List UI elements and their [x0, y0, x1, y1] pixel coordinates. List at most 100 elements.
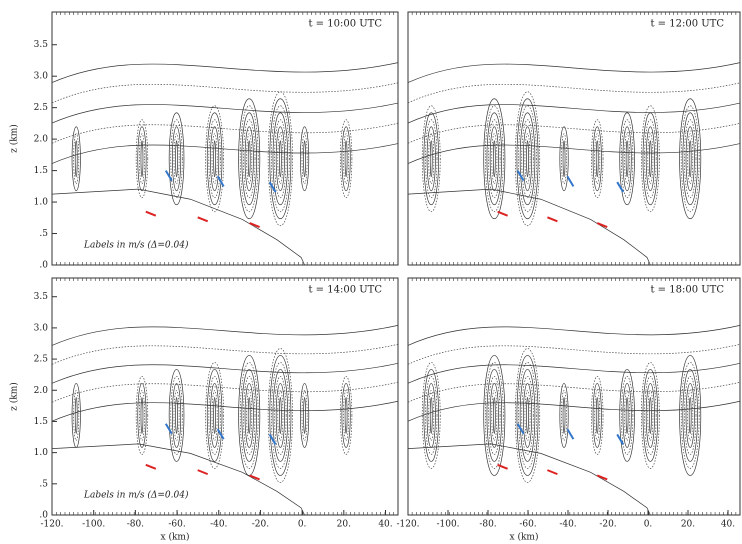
y-tick-label: 2.0 [34, 135, 49, 145]
contour [426, 126, 436, 192]
contour [344, 397, 348, 434]
contour [210, 383, 220, 448]
y-tick-label: 2.5 [34, 355, 49, 365]
red-arrow [596, 474, 608, 481]
x-tick-label: 20. [681, 520, 695, 530]
x-tick-label: -60. [168, 520, 185, 530]
contour [622, 383, 632, 448]
x-tick-label: -100. [436, 520, 459, 530]
contour [173, 390, 180, 441]
contour [51, 400, 399, 422]
contour [489, 126, 499, 192]
contour [426, 383, 436, 448]
y-tick-label: 2.5 [34, 103, 49, 113]
contour [51, 122, 399, 144]
contour [407, 381, 741, 403]
contour [241, 369, 257, 462]
contour [238, 355, 261, 476]
contour [524, 390, 531, 441]
contour [559, 126, 569, 192]
contour [170, 376, 183, 455]
panel-title: t = 12:00 UTC [650, 19, 724, 30]
x-axis-label: x (km) [510, 532, 539, 543]
contour [526, 397, 529, 434]
blue-arrow [164, 170, 173, 182]
y-tick-label: 3.5 [34, 292, 49, 302]
y-axis-label: z (km) [9, 124, 20, 153]
contour [561, 133, 567, 185]
contour [407, 344, 741, 365]
x-tick-label: -60. [519, 520, 536, 530]
contour [267, 348, 293, 483]
contour [339, 119, 353, 199]
x-tick-label: -80. [479, 520, 496, 530]
contour [205, 105, 224, 213]
x-tick-label: 0. [644, 520, 653, 530]
x-tick-label: -40. [210, 520, 227, 530]
contour [491, 390, 498, 441]
contour [620, 119, 634, 199]
contour [680, 362, 700, 469]
blue-arrow [268, 433, 277, 445]
x-tick-label: -100. [82, 520, 105, 530]
contour [649, 140, 652, 178]
contour [239, 362, 259, 469]
contour [521, 376, 534, 455]
contour [680, 105, 700, 213]
contour [271, 362, 290, 469]
contour [303, 140, 306, 178]
contour [423, 369, 439, 462]
annotation: Labels in m/s (Δ=0.04) [83, 240, 189, 251]
contour [641, 362, 660, 469]
contour [51, 325, 399, 346]
contour [205, 362, 224, 469]
contour [687, 390, 694, 441]
contour [407, 362, 741, 384]
contour [239, 105, 259, 213]
red-arrow [497, 463, 508, 470]
contour [421, 105, 441, 213]
contour [71, 383, 81, 448]
contour [647, 390, 654, 441]
terrain [51, 188, 398, 266]
contour [595, 140, 599, 178]
contour [516, 98, 539, 220]
panel-frame [51, 277, 399, 516]
contour [135, 376, 149, 455]
red-arrow [197, 469, 209, 476]
red-arrow [547, 216, 558, 223]
contour [594, 390, 601, 441]
x-tick-label: -120. [396, 520, 419, 530]
contour [514, 91, 541, 227]
contour [407, 82, 741, 104]
x-tick-label: -120. [40, 520, 63, 530]
panel-frame [51, 11, 399, 266]
contour [592, 383, 602, 448]
panel-title: t = 18:00 UTC [650, 285, 724, 296]
contour [74, 397, 78, 434]
contour [277, 390, 284, 441]
red-arrow [145, 210, 157, 217]
contour [172, 126, 182, 192]
contour [645, 383, 655, 448]
contour [486, 112, 503, 206]
contour [591, 119, 604, 199]
x-tick-label: -20. [252, 520, 269, 530]
y-tick-label: .5 [39, 479, 48, 489]
contour [625, 397, 629, 434]
contour [274, 119, 287, 199]
contour [524, 133, 531, 185]
contour [519, 369, 536, 462]
contour [514, 348, 541, 483]
x-axis-label: x (km) [161, 532, 190, 543]
blue-arrow [516, 170, 525, 182]
blue-arrow [566, 175, 575, 187]
blue-arrow [216, 175, 225, 187]
contour [71, 126, 81, 192]
contour [241, 112, 257, 206]
contour [173, 133, 180, 185]
contour [421, 362, 441, 469]
panel-title: t = 10:00 UTC [308, 19, 382, 30]
contour [407, 400, 741, 422]
